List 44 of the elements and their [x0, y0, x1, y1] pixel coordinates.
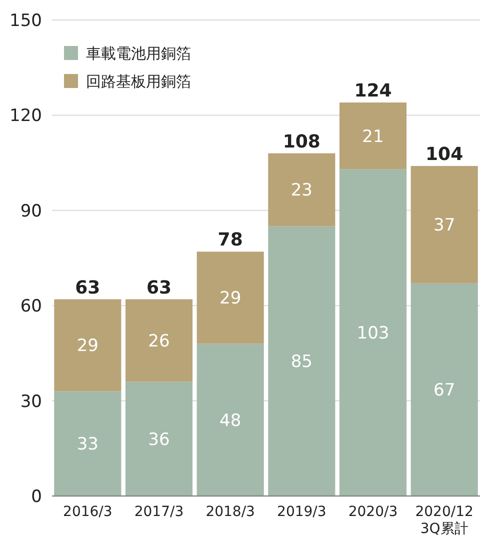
bar	[196, 252, 264, 344]
legend-label: 回路基板用銅箔	[86, 72, 191, 90]
total-label: 104	[426, 144, 464, 165]
x-tick-label: 2018/3	[206, 504, 255, 520]
x-tick-label: 2017/3	[134, 504, 184, 520]
data-label: 85	[290, 352, 312, 372]
data-label: 37	[434, 216, 456, 236]
bar	[125, 382, 193, 496]
bar	[410, 166, 478, 284]
x-tick-label: 2020/12 3Q累計	[415, 504, 474, 537]
total-label: 63	[146, 277, 172, 298]
bar	[268, 226, 336, 496]
data-label: 33	[76, 434, 98, 455]
total-label: 124	[354, 80, 392, 102]
y-tick-label: 150	[10, 10, 42, 31]
data-label: 103	[356, 324, 390, 344]
x-tick-label: 2020/3	[348, 504, 398, 520]
data-label: 48	[220, 410, 242, 431]
data-label: 26	[148, 331, 170, 352]
bar	[268, 153, 336, 226]
bar	[54, 299, 122, 392]
data-label: 29	[220, 288, 242, 309]
data-label: 23	[290, 180, 312, 201]
x-tick-label: 2016/3	[63, 504, 112, 520]
legend-label: 車載電池用銅箔	[86, 44, 191, 62]
bar	[196, 344, 264, 496]
y-tick-label: 30	[20, 392, 42, 412]
y-tick-label: 0	[31, 486, 42, 507]
data-label: 21	[362, 126, 384, 147]
bar	[339, 102, 407, 170]
total-label: 63	[75, 277, 100, 298]
x-tick-label: 2019/3	[277, 504, 326, 520]
total-label: 78	[218, 230, 243, 251]
bar	[339, 169, 407, 496]
data-label: 67	[434, 380, 456, 401]
data-label: 36	[148, 430, 170, 450]
y-tick-label: 120	[10, 106, 42, 126]
y-tick-label: 60	[20, 296, 42, 317]
total-label: 108	[282, 131, 320, 152]
bar	[410, 283, 478, 496]
bar	[54, 391, 122, 496]
data-label: 29	[76, 336, 98, 356]
bar	[125, 299, 193, 382]
y-tick-label: 90	[20, 201, 42, 222]
